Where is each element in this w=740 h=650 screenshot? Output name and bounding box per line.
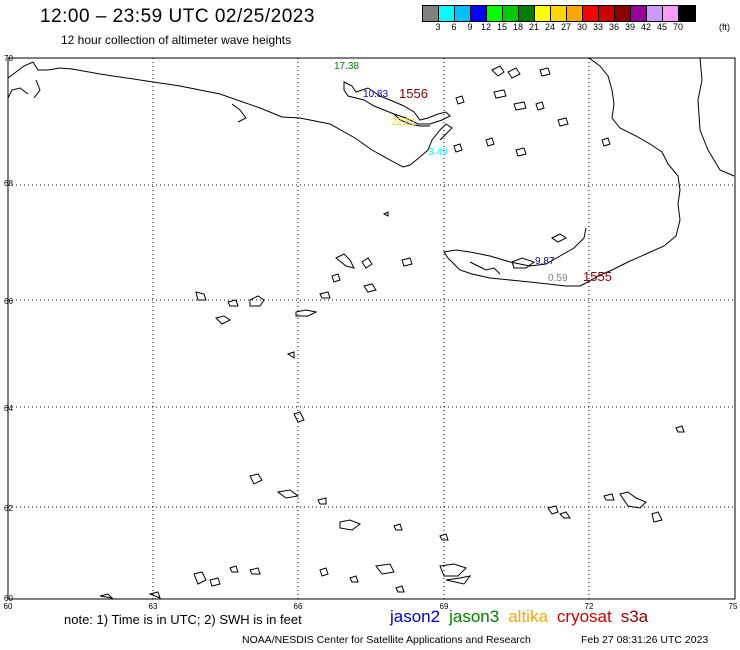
color-scale-swatch <box>679 6 695 21</box>
color-scale-tick: 30 <box>576 22 588 32</box>
legend-s3a: s3a <box>620 607 649 626</box>
color-scale-swatch <box>615 6 631 21</box>
lat-label-64: 64 <box>4 404 13 413</box>
legend-altika: altika <box>508 607 548 626</box>
footer-timestamp: Feb 27 08:31:26 UTC 2023 <box>581 634 709 646</box>
color-scale-tick: 36 <box>608 22 620 32</box>
color-scale-tick: 24 <box>544 22 556 32</box>
lon-label-66: 66 <box>294 602 303 611</box>
color-scale-swatch <box>471 6 487 21</box>
color-scale-tick: 12 <box>480 22 492 32</box>
color-scale-tick: 39 <box>624 22 636 32</box>
lat-label-66: 66 <box>4 297 13 306</box>
lat-label-68: 68 <box>4 179 13 188</box>
map-frame <box>7 57 736 600</box>
color-scale-tick: 70 <box>672 22 684 32</box>
lon-label-63: 63 <box>149 602 158 611</box>
color-scale-tick: 18 <box>512 22 524 32</box>
color-scale-swatch <box>439 6 455 21</box>
color-scale-swatch <box>487 6 503 21</box>
track-id-label: 1556 <box>399 86 428 101</box>
graticule <box>8 58 735 599</box>
color-scale-tick: 21 <box>528 22 540 32</box>
track-id-label: 1555 <box>583 269 612 284</box>
wave-observations: 17.38 10.83 22.81 3.49 9.87 0.59 1556 15… <box>334 61 612 284</box>
color-scale-swatch <box>663 6 679 21</box>
map-title: 12:00 – 23:59 UTC 02/25/2023 <box>40 6 315 27</box>
color-scale-swatch <box>455 6 471 21</box>
color-scale-swatch <box>503 6 519 21</box>
legend-jason3: jason3 <box>449 607 500 626</box>
color-scale-swatch <box>599 6 615 21</box>
color-scale-swatch <box>535 6 551 21</box>
lat-label-70: 70 <box>4 54 13 63</box>
wave-height-label: 22.81 <box>391 117 416 128</box>
wave-height-label: 3.49 <box>428 147 448 158</box>
color-scale-swatch <box>567 6 583 21</box>
longitude-labels: 60 63 66 69 72 75 <box>4 602 738 611</box>
color-scale-tick: 33 <box>592 22 604 32</box>
color-scale-bar <box>422 5 696 22</box>
wave-height-label: 17.38 <box>334 61 359 72</box>
legend-cryosat: cryosat <box>556 607 612 626</box>
legend-jason2: jason2 <box>390 607 441 626</box>
color-scale-tick: 15 <box>496 22 508 32</box>
lon-label-60: 60 <box>4 602 13 611</box>
lat-label-62: 62 <box>4 504 13 513</box>
note-text: note: 1) Time is in UTC; 2) SWH is in fe… <box>64 612 302 627</box>
color-scale-unit: (ft) <box>719 22 730 32</box>
color-scale-tick: 9 <box>467 22 473 32</box>
color-scale-swatch <box>519 6 535 21</box>
lat-label-60: 60 <box>4 594 13 603</box>
color-scale-tick: 42 <box>640 22 652 32</box>
wave-height-label: 0.59 <box>548 273 568 284</box>
satellite-legend: jason2 jason3 altika cryosat s3a <box>390 607 657 627</box>
color-scale-swatch <box>647 6 663 21</box>
lon-label-72: 72 <box>585 602 594 611</box>
color-scale-tick: 3 <box>435 22 441 32</box>
color-scale-swatch <box>551 6 567 21</box>
color-scale-swatch <box>423 6 439 21</box>
lon-label-69: 69 <box>440 602 449 611</box>
coastline <box>7 57 735 599</box>
wave-height-label: 9.87 <box>535 256 555 267</box>
color-scale-swatch <box>583 6 599 21</box>
latitude-labels: 70 68 66 64 62 60 <box>4 54 13 603</box>
color-scale-tick: 27 <box>560 22 572 32</box>
color-scale-swatch <box>631 6 647 21</box>
color-scale-tick: 45 <box>656 22 668 32</box>
footer-credit: NOAA/NESDIS Center for Satellite Applica… <box>242 634 531 646</box>
wave-height-label: 10.83 <box>363 89 388 100</box>
lon-label-75: 75 <box>729 602 738 611</box>
map-subtitle: 12 hour collection of altimeter wave hei… <box>61 33 292 47</box>
color-scale-tick: 6 <box>451 22 457 32</box>
